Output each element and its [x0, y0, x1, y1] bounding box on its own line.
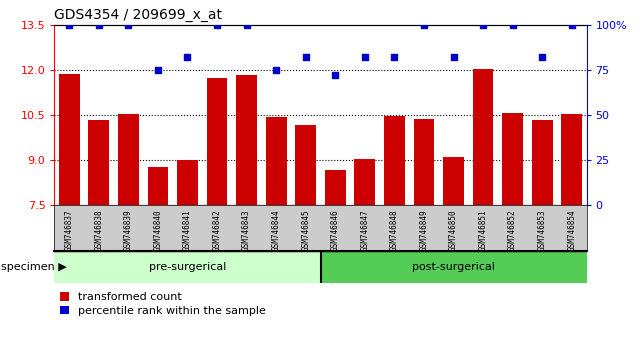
Bar — [266, 118, 287, 205]
Text: GSM746846: GSM746846 — [331, 209, 340, 251]
Text: GSM746837: GSM746837 — [65, 209, 74, 251]
Legend: transformed count, percentile rank within the sample: transformed count, percentile rank withi… — [60, 292, 265, 316]
Point — [389, 55, 399, 60]
Bar — [118, 114, 138, 205]
Point — [301, 55, 311, 60]
Text: GSM746844: GSM746844 — [272, 209, 281, 251]
Text: GSM746842: GSM746842 — [213, 209, 222, 251]
Text: GSM746845: GSM746845 — [301, 209, 310, 251]
Bar — [325, 170, 345, 205]
Text: GSM746851: GSM746851 — [479, 209, 488, 251]
Bar — [59, 74, 79, 205]
Text: GSM746848: GSM746848 — [390, 209, 399, 251]
Bar — [147, 167, 169, 205]
Bar — [177, 160, 198, 205]
Bar — [296, 125, 316, 205]
Point — [360, 55, 370, 60]
Text: pre-surgerical: pre-surgerical — [149, 262, 226, 272]
Point — [94, 22, 104, 28]
Text: GSM746841: GSM746841 — [183, 209, 192, 251]
Text: GSM746843: GSM746843 — [242, 209, 251, 251]
Text: GSM746850: GSM746850 — [449, 209, 458, 251]
Text: GSM746839: GSM746839 — [124, 209, 133, 251]
Text: GSM746852: GSM746852 — [508, 209, 517, 251]
Bar — [237, 75, 257, 205]
Point — [64, 22, 74, 28]
Text: specimen ▶: specimen ▶ — [1, 262, 67, 272]
Text: GSM746853: GSM746853 — [538, 209, 547, 251]
Point — [478, 22, 488, 28]
Point — [330, 73, 340, 78]
Bar — [413, 119, 435, 205]
Point — [183, 55, 193, 60]
Bar — [503, 113, 523, 205]
Point — [508, 22, 518, 28]
Bar — [384, 116, 404, 205]
Bar — [532, 120, 553, 205]
FancyBboxPatch shape — [320, 251, 587, 283]
Bar — [443, 156, 464, 205]
Text: GSM746838: GSM746838 — [94, 209, 103, 251]
Point — [537, 55, 547, 60]
Bar — [472, 69, 494, 205]
FancyBboxPatch shape — [54, 251, 320, 283]
Text: GDS4354 / 209699_x_at: GDS4354 / 209699_x_at — [54, 8, 222, 22]
Bar — [354, 159, 375, 205]
Point — [153, 67, 163, 73]
Point — [448, 55, 458, 60]
Point — [123, 22, 133, 28]
Text: GSM746847: GSM746847 — [360, 209, 369, 251]
Text: GSM746854: GSM746854 — [567, 209, 576, 251]
Point — [242, 22, 252, 28]
Point — [271, 67, 281, 73]
Point — [567, 22, 577, 28]
Text: GSM746840: GSM746840 — [153, 209, 162, 251]
Bar — [88, 120, 109, 205]
Text: GSM746849: GSM746849 — [419, 209, 428, 251]
Bar — [562, 114, 582, 205]
Bar — [206, 78, 228, 205]
Point — [419, 22, 429, 28]
Text: post-surgerical: post-surgerical — [412, 262, 495, 272]
Point — [212, 22, 222, 28]
